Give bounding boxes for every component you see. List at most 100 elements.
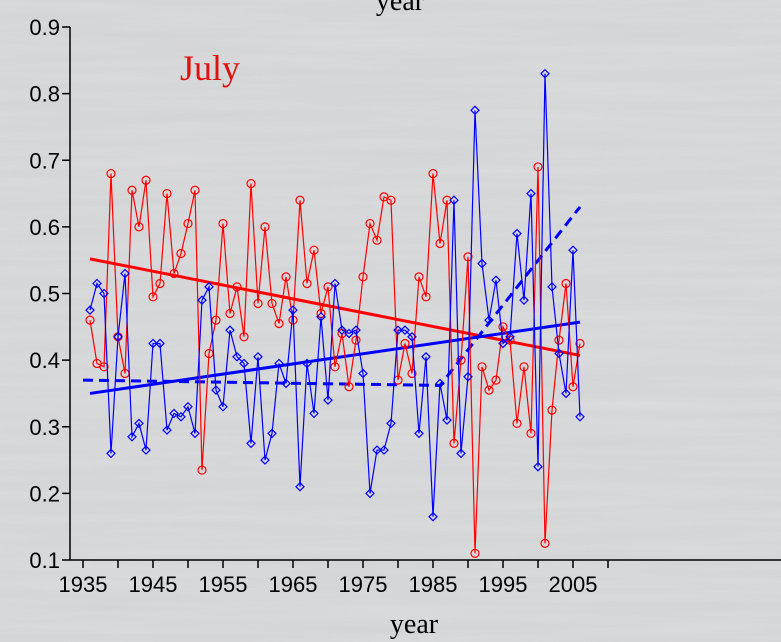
data-point xyxy=(302,358,312,369)
data-point xyxy=(386,195,396,205)
y-tick-label: 0.7 xyxy=(29,148,60,173)
data-point xyxy=(141,175,151,185)
data-point xyxy=(239,332,249,342)
data-point xyxy=(211,385,221,395)
data-point xyxy=(358,368,368,379)
data-point xyxy=(253,351,263,362)
data-point xyxy=(449,195,459,206)
data-point xyxy=(484,315,494,325)
data-point xyxy=(232,282,242,292)
data-point xyxy=(99,288,109,299)
data-point xyxy=(232,351,242,362)
data-point xyxy=(330,362,340,372)
data-point xyxy=(491,375,501,385)
data-point xyxy=(442,195,452,205)
data-point xyxy=(540,68,550,79)
data-point xyxy=(554,335,564,345)
data-point xyxy=(106,448,116,459)
data-point xyxy=(183,218,193,229)
x-tick-label: 1935 xyxy=(59,572,108,597)
series-line xyxy=(89,166,581,554)
data-point xyxy=(85,305,95,316)
data-point xyxy=(351,325,361,335)
data-point xyxy=(267,428,277,439)
data-point xyxy=(505,331,515,342)
data-point xyxy=(477,258,487,269)
data-point xyxy=(575,338,585,349)
data-point xyxy=(547,405,557,415)
x-tick-label: 1985 xyxy=(409,572,458,597)
data-point xyxy=(568,245,578,256)
data-point xyxy=(414,272,424,282)
data-point xyxy=(127,431,137,442)
data-point xyxy=(134,222,144,232)
data-point xyxy=(477,362,487,372)
data-point xyxy=(148,292,158,302)
data-point xyxy=(330,278,340,289)
y-ticks: 0.1 0.2 0.3 0.4 0.5 0.6 0.7 0.8 0.9 xyxy=(29,15,70,573)
data-point xyxy=(309,245,319,255)
data-point xyxy=(127,185,137,195)
series-line xyxy=(89,73,581,517)
data-point xyxy=(92,278,102,289)
data-point xyxy=(393,325,403,335)
x-axis-title: year xyxy=(390,609,439,640)
y-tick-label: 0.5 xyxy=(29,282,60,307)
data-point xyxy=(267,298,277,309)
data-point xyxy=(554,348,564,359)
data-point xyxy=(295,195,305,205)
data-point xyxy=(575,411,585,422)
data-point xyxy=(484,385,494,395)
data-point xyxy=(302,278,312,289)
y-tick-label: 0.3 xyxy=(29,415,60,440)
x-tick-label: 1965 xyxy=(269,572,318,597)
data-point xyxy=(120,268,130,279)
x-tick-label: 1955 xyxy=(199,572,248,597)
data-point xyxy=(99,362,109,372)
data-point xyxy=(218,218,228,229)
data-point xyxy=(449,438,459,449)
data-point xyxy=(344,328,354,339)
data-point xyxy=(421,292,431,302)
data-point xyxy=(281,378,291,389)
data-point xyxy=(512,228,522,239)
data-point xyxy=(442,415,452,425)
data-point xyxy=(561,278,571,289)
data-point xyxy=(274,358,284,369)
data-point xyxy=(190,428,200,439)
data-point xyxy=(435,238,445,249)
data-point xyxy=(400,325,410,335)
x-tick-label: 1995 xyxy=(479,572,528,597)
data-point xyxy=(113,331,123,342)
data-point xyxy=(197,465,207,475)
data-point xyxy=(295,481,305,492)
data-point xyxy=(365,488,375,499)
y-tick-label: 0.6 xyxy=(29,215,60,240)
data-point xyxy=(456,448,466,459)
data-point xyxy=(155,278,165,289)
data-point xyxy=(526,188,536,199)
y-tick-label: 0.8 xyxy=(29,82,60,107)
data-point xyxy=(169,268,179,279)
data-point xyxy=(260,455,270,465)
data-point xyxy=(218,401,228,412)
data-point xyxy=(519,362,529,372)
data-point xyxy=(337,325,347,335)
data-point xyxy=(428,168,438,179)
data-point xyxy=(526,428,536,439)
data-point xyxy=(351,335,361,345)
data-point xyxy=(372,235,382,245)
data-point xyxy=(365,218,375,229)
y-tick-label: 0.1 xyxy=(29,548,60,573)
data-point xyxy=(344,382,354,392)
y-tick-label: 0.4 xyxy=(29,348,60,373)
data-point xyxy=(358,272,368,282)
data-point xyxy=(225,308,235,319)
data-point xyxy=(414,428,424,439)
data-point xyxy=(372,445,382,455)
data-point xyxy=(491,275,501,286)
y-tick-label: 0.2 xyxy=(29,481,60,506)
data-point xyxy=(470,105,480,116)
